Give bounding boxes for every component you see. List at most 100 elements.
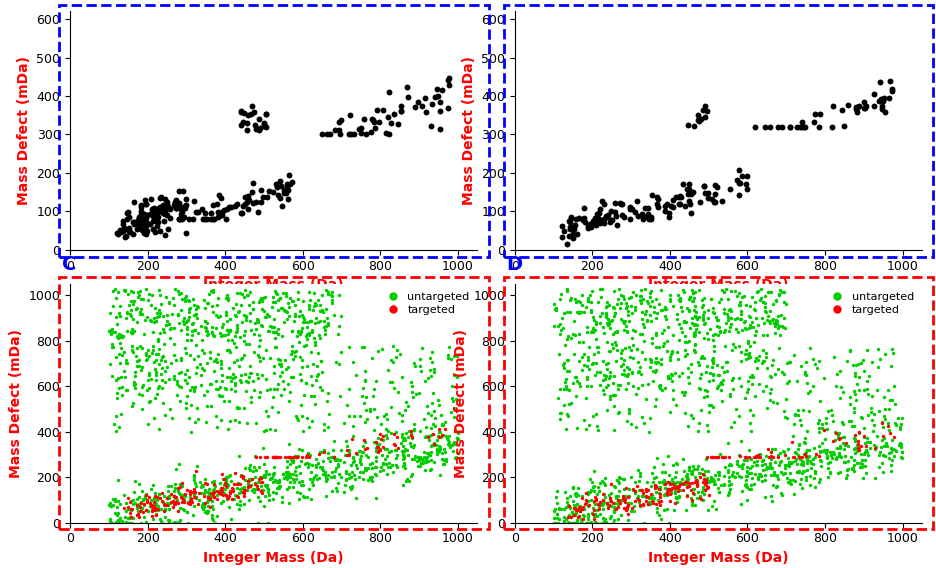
Point (214, 377, 229, 386)
Point (834, 418, 849, 427)
Point (197, 215, 212, 224)
Point (695, 303, 709, 312)
Point (609, 326, 624, 335)
Point (219, 325, 234, 335)
Point (229, 491, 244, 500)
Point (708, 329, 723, 339)
Point (658, 315, 673, 324)
Point (227, 338, 241, 347)
Point (872, 447, 887, 456)
Point (376, 411, 391, 420)
Point (696, 489, 711, 498)
Point (681, 482, 696, 491)
Point (363, 473, 378, 482)
Point (116, 219, 131, 228)
Point (195, 336, 210, 345)
Point (256, 119, 271, 128)
Point (837, 457, 852, 466)
Point (163, 404, 178, 413)
Point (673, 303, 688, 312)
Point (203, 348, 218, 357)
Point (758, 475, 773, 485)
Point (287, 309, 302, 318)
Point (841, 441, 856, 450)
Point (182, 312, 197, 321)
Point (771, 461, 786, 470)
Point (291, 337, 306, 346)
Point (167, 491, 182, 500)
Point (420, 448, 435, 457)
Point (587, 496, 602, 506)
Point (655, 460, 670, 469)
Point (661, 470, 676, 479)
Point (723, 304, 738, 313)
Point (199, 498, 214, 507)
Point (621, 378, 636, 387)
Point (309, 470, 324, 479)
Point (236, 292, 251, 301)
Point (815, 446, 830, 455)
Point (447, 425, 462, 434)
Point (838, 452, 853, 461)
Point (177, 203, 192, 212)
Point (151, 336, 166, 345)
Point (154, 353, 169, 362)
Point (597, 370, 612, 379)
Point (739, 324, 753, 333)
Point (649, 353, 664, 362)
Point (121, 513, 136, 523)
Point (807, 467, 822, 476)
Point (561, 412, 576, 421)
Point (697, 486, 712, 495)
Point (397, 452, 412, 461)
Point (262, 311, 277, 320)
Point (854, 412, 869, 421)
Point (763, 470, 778, 479)
Point (678, 408, 693, 417)
Point (563, 503, 578, 512)
Point (146, 502, 161, 511)
Point (105, 518, 120, 527)
Point (178, 404, 193, 413)
Point (314, 368, 329, 377)
Point (847, 431, 862, 440)
Point (290, 415, 305, 424)
Point (253, 473, 268, 482)
Point (591, 482, 606, 491)
Point (419, 454, 434, 463)
Point (840, 357, 855, 366)
Point (423, 456, 438, 465)
Point (735, 463, 750, 473)
Point (132, 507, 147, 516)
Point (739, 471, 754, 480)
Point (639, 486, 654, 495)
Point (649, 395, 664, 404)
Point (378, 128, 393, 137)
Point (705, 375, 720, 385)
Point (678, 477, 693, 486)
Point (108, 508, 123, 517)
Point (234, 107, 249, 116)
Point (672, 492, 687, 501)
Point (426, 438, 441, 447)
Point (233, 289, 248, 298)
Point (812, 109, 827, 118)
Point (253, 356, 268, 365)
Point (588, 495, 603, 504)
Point (716, 327, 731, 336)
Point (768, 317, 783, 326)
Point (169, 203, 184, 212)
Point (586, 358, 601, 367)
Point (759, 352, 774, 361)
Point (561, 513, 576, 522)
Point (245, 466, 260, 475)
Point (691, 115, 706, 124)
Point (235, 353, 250, 362)
Point (428, 413, 443, 422)
Point (287, 300, 302, 310)
Point (238, 200, 253, 209)
Point (573, 381, 588, 390)
Point (629, 493, 644, 502)
Point (800, 458, 815, 467)
Point (278, 288, 293, 297)
